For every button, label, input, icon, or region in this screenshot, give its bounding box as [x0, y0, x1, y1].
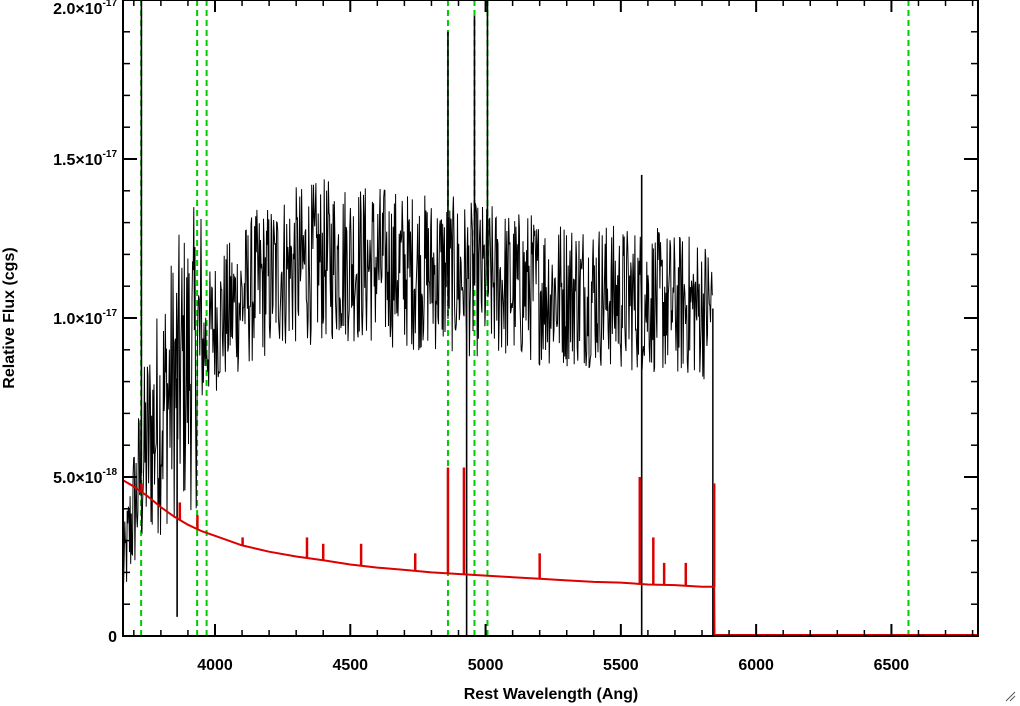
y-tick-label-4: 2.0×10-17 — [53, 0, 117, 18]
y-tick-label-1: 5.0×10-18 — [53, 467, 117, 487]
x-tick-label-2: 5000 — [468, 657, 504, 674]
y-tick-label-3: 1.5×10-17 — [53, 149, 117, 169]
x-tick-label-4: 6000 — [738, 657, 774, 674]
model-spectrum-line — [122, 479, 978, 636]
emission-line-markers — [140, 0, 910, 636]
x-tick-label-0: 4000 — [197, 657, 233, 674]
y-tick-label-0: 0 — [108, 629, 117, 646]
y-axis-title: Relative Flux (cgs) — [1, 247, 18, 388]
x-tick-label-5: 6500 — [874, 657, 910, 674]
observed-spectrum-line — [122, 179, 713, 584]
x-axis-title: Rest Wavelength (Ang) — [464, 686, 639, 703]
x-tick-label-1: 4500 — [332, 657, 368, 674]
spectrum-series — [122, 1, 978, 636]
resize-grip-icon[interactable] — [1004, 690, 1016, 702]
x-tick-label-3: 5500 — [603, 657, 639, 674]
y-tick-label-2: 1.0×10-17 — [53, 308, 117, 328]
axis-ticks: 4000 4500 5000 5500 6000 6500 0 5.0×10-18 1.0×10… — [53, 0, 978, 674]
